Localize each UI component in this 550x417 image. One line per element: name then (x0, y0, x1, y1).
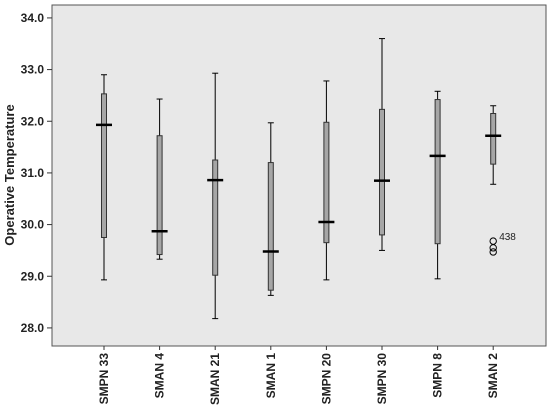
y-tick-label: 34.0 (21, 11, 45, 25)
x-tick-label: SMPN 33 (97, 353, 111, 405)
x-tick-label: SMAN 1 (264, 353, 278, 399)
plot-area (51, 4, 547, 347)
box-group (485, 105, 502, 185)
x-tick-label: SMPN 30 (375, 353, 389, 405)
box (490, 113, 497, 165)
box (434, 99, 441, 245)
box-group (318, 80, 335, 281)
box-group (429, 90, 446, 280)
box-group (374, 38, 390, 251)
y-tick-label: 31.0 (21, 166, 45, 180)
box (156, 135, 163, 256)
box-group (96, 74, 112, 281)
y-tick-label: 33.0 (21, 63, 45, 77)
box (212, 159, 219, 276)
box (101, 93, 107, 238)
outlier-point (489, 244, 497, 252)
x-tick-label: SMPN 20 (319, 353, 333, 405)
box (379, 108, 385, 236)
outlier-point (489, 248, 497, 256)
y-tick-label: 32.0 (21, 114, 45, 128)
x-tick-label: SMAN 2 (486, 353, 500, 399)
x-tick-label: SMAN 4 (153, 353, 167, 399)
y-tick-label: 29.0 (21, 269, 45, 283)
box-group (262, 122, 279, 296)
box-group (151, 98, 168, 260)
box (323, 121, 330, 244)
y-axis-title: Operative Temperature (2, 104, 17, 245)
y-tick-label: 30.0 (21, 218, 45, 232)
y-tick-label: 28.0 (21, 321, 45, 335)
x-tick-label: SMAN 21 (208, 353, 222, 405)
y-axis: 28.0 29.0 30.0 31.0 32.0 33.0 34.0 (21, 11, 52, 335)
box (267, 162, 274, 291)
box-group (207, 72, 224, 320)
x-tick-label: SMPN 8 (431, 353, 445, 398)
boxes-layer: 438 (96, 38, 516, 320)
x-axis: SMPN 33 SMAN 4 SMAN 21 SMAN 1 SMPN 20 SMPN 30… (97, 346, 500, 405)
outlier-label: 438 (499, 232, 516, 243)
outlier-group: 438 (489, 232, 516, 256)
